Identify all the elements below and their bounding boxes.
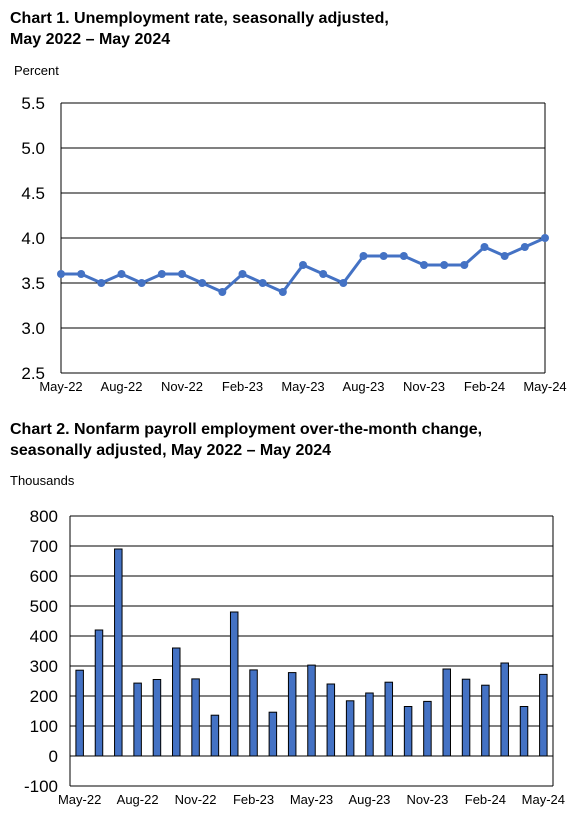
chart2-y-tick-label: -100 [24, 777, 58, 796]
chart1-y-tick-label: 3.0 [21, 319, 45, 338]
chart1-x-tick-label: May-24 [523, 379, 566, 394]
chart2-bar [384, 681, 394, 757]
chart1-y-unit-label: Percent [14, 63, 59, 78]
chart1-x-tick-label: Aug-22 [101, 379, 143, 394]
chart1-data-point [77, 270, 86, 278]
chart1-data-point [541, 234, 549, 242]
chart1-x-tick-label: Feb-23 [222, 379, 263, 394]
chart1-x-tick-label: May-23 [281, 379, 324, 394]
chart1-title: Chart 1. Unemployment rate, seasonally a… [10, 8, 389, 50]
chart1-data-point [299, 261, 307, 269]
chart2-bar [287, 672, 297, 757]
chart2-bar [229, 611, 239, 757]
chart1-title-line1: Chart 1. Unemployment rate, seasonally a… [10, 10, 389, 27]
chart2-bar [403, 706, 413, 757]
chart2-x-tick-label: May-23 [290, 792, 333, 807]
chart1-data-point [57, 270, 65, 278]
chart2-bar [326, 683, 336, 757]
chart1-data-point [198, 279, 207, 287]
chart1-data-point [440, 261, 449, 269]
chart1-data-point [117, 270, 126, 278]
chart1-data-point [480, 243, 489, 251]
chart1-data-point [97, 279, 106, 287]
chart2-bar [539, 673, 548, 757]
chart2-bar [268, 711, 278, 757]
chart2-bar [345, 700, 355, 757]
chart1-data-point [178, 270, 186, 278]
chart1-data-point [379, 252, 388, 260]
chart1-data-point [157, 270, 166, 278]
chart2-bar [94, 629, 104, 757]
chart2-bar [500, 662, 509, 757]
chart2-y-tick-label: 800 [30, 507, 58, 526]
chart1-y-tick-label: 5.5 [21, 94, 45, 113]
chart2-x-tick-label: Feb-23 [233, 792, 274, 807]
chart2-bar [172, 647, 181, 757]
chart1-data-point [218, 288, 227, 296]
chart1-data-point [319, 270, 328, 278]
chart1-data-point [520, 243, 529, 251]
chart2-bar [75, 669, 84, 757]
chart1-data-point [137, 279, 146, 287]
chart2-x-tick-label: May-22 [58, 792, 101, 807]
chart2-bar [133, 682, 142, 757]
chart1-data-point [339, 279, 348, 287]
chart2-y-tick-label: 0 [49, 747, 58, 766]
chart1-data-point [278, 288, 287, 296]
chart2-y-tick-label: 300 [30, 657, 58, 676]
chart1-y-tick-label: 5.0 [21, 139, 45, 158]
chart2-bar [114, 548, 123, 757]
chart2-x-tick-label: Aug-23 [348, 792, 390, 807]
chart2-bar [191, 678, 200, 757]
chart1-data-point [359, 252, 368, 260]
chart2-y-tick-label: 200 [30, 687, 58, 706]
chart2-x-tick-label: Feb-24 [465, 792, 506, 807]
chart2-bar [365, 692, 374, 757]
chart1-x-tick-label: Nov-23 [403, 379, 445, 394]
chart1-x-tick-label: Aug-23 [343, 379, 385, 394]
chart2-bar [249, 669, 258, 757]
chart2-bar [481, 684, 490, 757]
chart1-x-tick-label: Nov-22 [161, 379, 203, 394]
chart2-y-tick-label: 100 [30, 717, 58, 736]
chart1-data-point [460, 261, 469, 269]
chart1-data-point [238, 270, 247, 278]
chart1-y-tick-label: 3.5 [21, 274, 45, 293]
chart2-x-tick-label: Nov-23 [406, 792, 448, 807]
chart1-data-point [399, 252, 408, 260]
chart1-y-tick-label: 4.5 [21, 184, 45, 203]
chart2-title-line2: seasonally adjusted, May 2022 – May 2024 [10, 442, 332, 459]
chart1-y-tick-label: 2.5 [21, 364, 45, 383]
chart2-bar [461, 678, 471, 757]
chart1-data-point [420, 261, 428, 269]
chart2-title: Chart 2. Nonfarm payroll employment over… [10, 419, 482, 461]
chart2-y-unit-label: Thousands [10, 473, 75, 488]
chart2-y-tick-label: 400 [30, 627, 58, 646]
chart2-x-tick-label: May-24 [522, 792, 565, 807]
chart1-y-tick-label: 4.0 [21, 229, 45, 248]
chart2-y-tick-label: 700 [30, 537, 58, 556]
chart2-y-tick-label: 600 [30, 567, 58, 586]
chart2-bar [519, 706, 529, 757]
chart2-y-tick-label: 500 [30, 597, 58, 616]
chart2-bar [307, 664, 316, 757]
chart2-bar [442, 668, 451, 757]
chart2-title-line1: Chart 2. Nonfarm payroll employment over… [10, 421, 483, 438]
chart1-x-tick-label: Feb-24 [464, 379, 505, 394]
chart2-x-tick-label: Nov-22 [175, 792, 217, 807]
chart2-bar [152, 679, 162, 757]
chart2-bar [423, 700, 432, 757]
chart1-data-point [258, 279, 267, 287]
chart1-x-tick-label: May-22 [39, 379, 82, 394]
chart2-bar [210, 714, 220, 757]
chart1-data-point [500, 252, 509, 260]
chart1-title-line2: May 2022 – May 2024 [10, 31, 171, 48]
chart2-x-tick-label: Aug-22 [117, 792, 159, 807]
